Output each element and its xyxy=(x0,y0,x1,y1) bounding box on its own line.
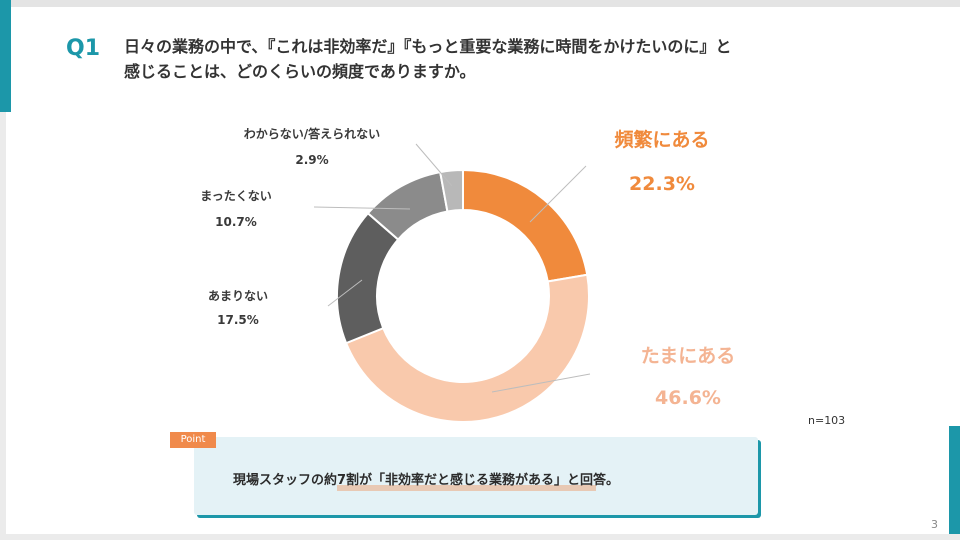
top-frame-bar xyxy=(0,0,960,7)
left-frame-bar xyxy=(0,112,6,540)
point-text: 現場スタッフの約7割が「非効率だと感じる業務がある」と回答。 xyxy=(233,473,620,488)
slice-unknown xyxy=(439,168,464,213)
slice-frequent xyxy=(462,168,589,283)
right-accent-bar xyxy=(949,426,960,540)
slice-rarely-category-label: あまりない xyxy=(208,289,268,303)
question-line-1: 日々の業務の中で、『これは非効率だ』『もっと重要な業務に時間をかけたいのに』と xyxy=(124,37,732,56)
sample-size-label: n=103 xyxy=(808,414,846,427)
slice-never-value-label: 10.7% xyxy=(215,215,257,229)
point-highlight-underline xyxy=(337,485,596,491)
bottom-frame-bar xyxy=(0,534,960,540)
question-text: 日々の業務の中で、『これは非効率だ』『もっと重要な業務に時間をかけたいのに』と … xyxy=(124,34,884,84)
slice-sometimes xyxy=(344,273,590,423)
slice-frequent-value-label: 22.3% xyxy=(629,173,695,195)
slice-never-leader-line xyxy=(313,206,411,210)
point-callout-box xyxy=(194,437,758,515)
slice-frequent-category-label: 頻繁にある xyxy=(614,128,709,151)
page-number: 3 xyxy=(931,518,938,531)
slice-rarely-leader-line xyxy=(327,279,363,307)
slice-sometimes-leader-line xyxy=(491,373,591,393)
question-line-2: 感じることは、どのくらいの頻度でありますか。 xyxy=(124,62,476,81)
slice-never-category-label: まったくない xyxy=(200,189,272,203)
slice-sometimes-value-label: 46.6% xyxy=(655,387,721,409)
left-accent-bar xyxy=(0,0,11,112)
point-tag: Point xyxy=(170,432,216,448)
slice-sometimes-category-label: たまにある xyxy=(641,345,735,367)
slice-unknown-leader-line xyxy=(415,143,453,187)
slice-unknown-value-label: 2.9% xyxy=(295,153,328,167)
slice-rarely-value-label: 17.5% xyxy=(217,313,259,327)
question-number: Q1 xyxy=(66,36,101,61)
slice-frequent-leader-line xyxy=(529,165,587,223)
slice-unknown-category-label: わからない/答えられない xyxy=(244,126,380,141)
